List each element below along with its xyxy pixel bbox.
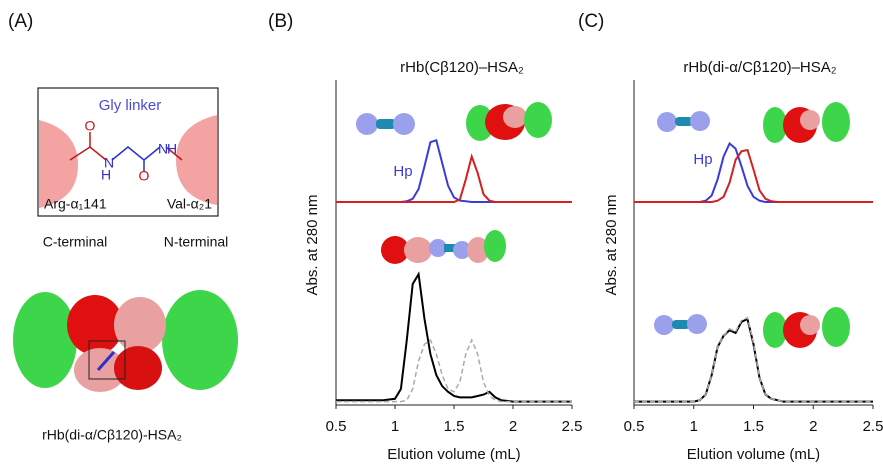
- atom: H: [101, 167, 111, 183]
- right-protein: [176, 115, 217, 205]
- atom: N: [158, 141, 168, 157]
- trace: [336, 153, 572, 203]
- atom: N: [104, 155, 114, 171]
- x-tick-label: 2.5: [562, 418, 583, 435]
- terminal-label: C-terminal: [43, 234, 108, 250]
- chart-title: rHb(di-α/Cβ120)–HSA₂: [683, 59, 836, 76]
- x-tick-label: 1.5: [444, 418, 465, 435]
- x-tick-label: 1: [690, 418, 698, 435]
- atom: O: [139, 168, 150, 184]
- x-tick-label: 1: [391, 418, 399, 435]
- terminal-label: N-terminal: [164, 234, 229, 250]
- linker-label: Gly linker: [99, 97, 162, 114]
- annotation: Hp: [393, 163, 412, 180]
- left-protein: [39, 120, 78, 208]
- x-axis-label: Elution volume (mL): [387, 446, 520, 463]
- protein-structure: [13, 290, 238, 392]
- bond: [165, 146, 183, 161]
- panel-label: (A): [8, 11, 33, 32]
- panel-label: (C): [578, 11, 604, 32]
- x-axis-label: Elution volume (mL): [687, 446, 820, 463]
- residue-label: Arg-α₁141: [44, 196, 107, 212]
- x-tick-label: 2: [809, 418, 817, 435]
- y-axis-label: Abs. at 280 nm: [603, 195, 620, 296]
- y-axis-label: Abs. at 280 nm: [304, 195, 321, 296]
- x-tick-label: 1.5: [743, 418, 764, 435]
- panel-label: (B): [268, 11, 293, 32]
- trace: [336, 139, 572, 203]
- protein-icons: [356, 102, 850, 348]
- trace: [336, 338, 572, 403]
- atom: H: [167, 141, 177, 157]
- chart-title: rHb(Cβ120)–HSA₂: [400, 59, 524, 76]
- linker-box: [37, 87, 219, 217]
- x-tick-label: 0.5: [326, 418, 347, 435]
- x-tick-label: 0.5: [624, 418, 645, 435]
- bond: [111, 146, 145, 172]
- trace: [634, 316, 873, 403]
- trace: [336, 271, 572, 403]
- bond: [143, 146, 161, 161]
- residue-label: Val-α₂1: [167, 196, 212, 212]
- trace: [634, 148, 873, 203]
- atom: O: [85, 118, 96, 134]
- annotation: Hp: [693, 151, 712, 168]
- x-tick-label: 2.5: [863, 418, 883, 435]
- caption: rHb(di-α/Cβ120)-HSA₂: [42, 427, 182, 443]
- x-tick-label: 2: [509, 418, 517, 435]
